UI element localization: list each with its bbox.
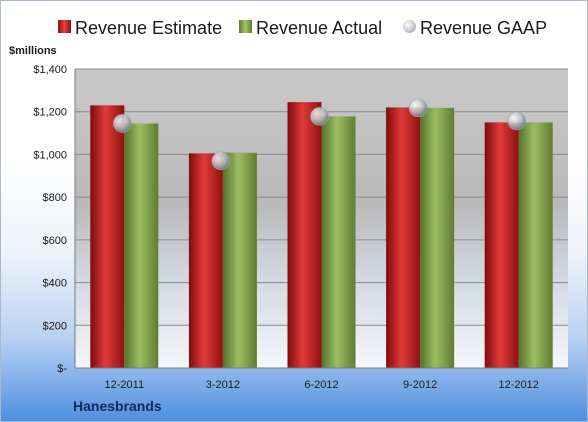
- legend: Revenue Estimate Revenue Actual Revenue …: [1, 15, 587, 41]
- marker-revenue-gaap: [408, 98, 428, 118]
- marker-revenue-gaap: [310, 107, 329, 126]
- bar-revenue-actual: [518, 122, 553, 369]
- legend-label-gaap: Revenue GAAP: [420, 18, 548, 38]
- company-name: Hanesbrands: [73, 398, 162, 414]
- y-tick-label: $1,400: [33, 64, 67, 76]
- bar-revenue-actual: [124, 123, 159, 368]
- legend-label-estimate: Revenue Estimate: [75, 18, 223, 38]
- marker-revenue-gaap: [113, 114, 132, 133]
- y-tick-label: $600: [43, 235, 67, 247]
- x-tick-label: 3-2012: [206, 379, 240, 391]
- x-tick-label: 12-2011: [105, 379, 145, 391]
- y-tick-label: $800: [43, 192, 67, 204]
- bar-revenue-actual: [222, 152, 257, 368]
- x-tick-label: 12-2012: [499, 379, 539, 391]
- bar-revenue-actual: [420, 107, 455, 369]
- bar-revenue-estimate: [90, 105, 125, 369]
- y-tick-label: $-: [57, 363, 67, 375]
- bar-revenue-estimate: [386, 107, 421, 368]
- legend-marker-gaap: [403, 20, 416, 33]
- y-tick-label: $200: [43, 320, 67, 332]
- bar-revenue-actual: [321, 116, 356, 368]
- y-tick-label: $1,000: [33, 149, 67, 161]
- legend-swatch-actual: [239, 20, 252, 33]
- legend-label-actual: Revenue Actual: [256, 18, 383, 38]
- y-axis-unit-label: $millions: [9, 45, 57, 57]
- y-tick-label: $1,200: [33, 107, 67, 119]
- bar-revenue-estimate: [188, 153, 223, 368]
- legend-swatch-estimate: [58, 20, 71, 33]
- marker-revenue-gaap: [211, 151, 231, 171]
- y-tick-label: $400: [43, 278, 67, 290]
- x-tick-label: 6-2012: [304, 379, 338, 391]
- x-tick-label: 9-2012: [403, 379, 437, 391]
- bar-revenue-estimate: [287, 102, 322, 368]
- marker-revenue-gaap: [507, 111, 527, 131]
- bar-revenue-estimate: [484, 122, 519, 369]
